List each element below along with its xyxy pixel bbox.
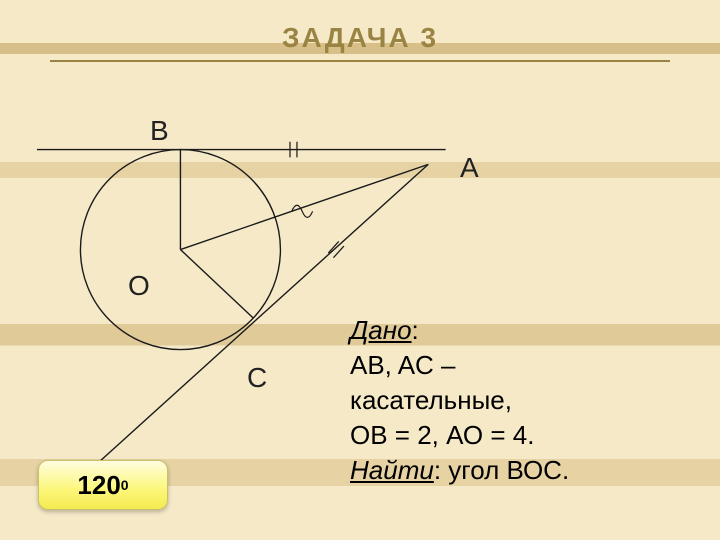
- given-line2: касательные,: [350, 383, 710, 418]
- page-title: ЗАДАЧА 3: [282, 22, 438, 60]
- find-body: : угол ВОС.: [434, 455, 569, 485]
- point-label-o: О: [128, 270, 150, 302]
- find-line: Найти: угол ВОС.: [350, 453, 710, 488]
- given-line3: ОВ = 2, АО = 4.: [350, 418, 710, 453]
- point-label-c: С: [247, 362, 267, 394]
- given-line: Дано:: [350, 313, 710, 348]
- answer-exponent: 0: [121, 477, 129, 493]
- problem-statement: Дано: AB, AC – касательные, ОВ = 2, АО =…: [350, 313, 710, 488]
- answer-badge: 1200: [38, 460, 168, 510]
- point-label-b: В: [150, 115, 169, 147]
- header: ЗАДАЧА 3: [0, 0, 720, 62]
- point-label-a: А: [460, 152, 479, 184]
- title-underline: [50, 60, 670, 62]
- given-line1: AB, AC –: [350, 348, 710, 383]
- given-heading: Дано: [350, 315, 412, 345]
- find-heading: Найти: [350, 455, 434, 485]
- answer-value: 120: [77, 470, 120, 501]
